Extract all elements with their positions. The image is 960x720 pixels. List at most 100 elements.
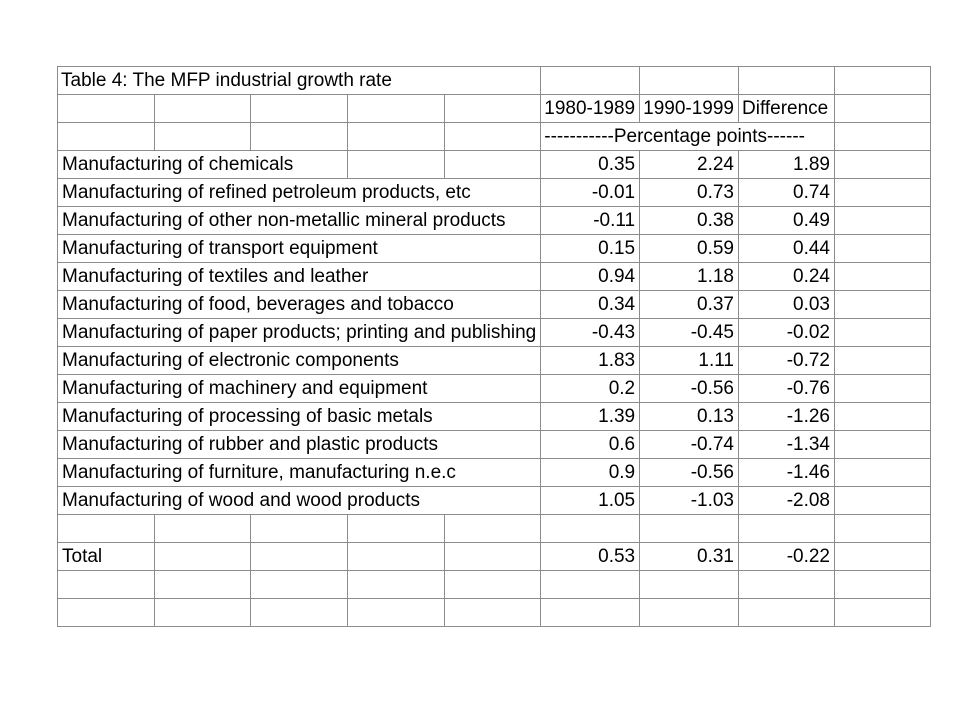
column-header-1990-1999[interactable]: 1990-1999 [639,94,739,123]
empty-cell[interactable] [834,290,931,319]
empty-cell[interactable] [834,542,931,571]
value-1980-1989[interactable]: 1.83 [540,346,641,375]
total-1980-1989[interactable]: 0.53 [540,542,641,571]
row-label[interactable]: Manufacturing of textiles and leather [56,262,542,291]
empty-cell[interactable] [834,374,931,403]
empty-cell[interactable] [250,514,348,543]
row-label[interactable]: Manufacturing of food, beverages and tob… [56,290,542,319]
empty-cell[interactable] [346,514,445,543]
value-1980-1989[interactable]: 0.15 [540,234,641,263]
empty-cell[interactable] [639,570,739,599]
unit-note[interactable]: -----------Percentage points------ [540,122,835,151]
value-1990-1999[interactable]: -0.45 [639,318,739,347]
empty-cell[interactable] [639,66,739,95]
value-1990-1999[interactable]: 0.37 [639,290,739,319]
empty-cell[interactable] [153,542,252,571]
value-1980-1989[interactable]: 0.9 [540,458,641,487]
table-title[interactable]: Table 4: The MFP industrial growth rate [56,66,542,95]
empty-cell[interactable] [443,542,542,571]
empty-cell[interactable] [153,94,252,123]
empty-cell[interactable] [443,514,542,543]
empty-cell[interactable] [834,402,931,431]
empty-cell[interactable] [834,430,931,459]
empty-cell[interactable] [834,122,931,151]
value-difference[interactable]: 0.24 [738,262,835,291]
empty-cell[interactable] [57,514,155,543]
row-label[interactable]: Manufacturing of furniture, manufacturin… [56,458,542,487]
row-label[interactable]: Manufacturing of wood and wood products [56,486,542,515]
empty-cell[interactable] [250,598,348,627]
value-difference[interactable]: -1.34 [738,430,835,459]
value-1990-1999[interactable]: 2.24 [639,150,739,179]
empty-cell[interactable] [834,94,931,123]
value-difference[interactable]: 0.44 [738,234,835,263]
empty-cell[interactable] [346,150,445,179]
empty-cell[interactable] [153,598,252,627]
empty-cell[interactable] [346,542,445,571]
empty-cell[interactable] [153,570,252,599]
empty-cell[interactable] [250,542,348,571]
empty-cell[interactable] [153,514,252,543]
value-difference[interactable]: -0.72 [738,346,835,375]
empty-cell[interactable] [834,66,931,95]
value-difference[interactable]: -1.26 [738,402,835,431]
empty-cell[interactable] [346,94,445,123]
value-1980-1989[interactable]: -0.11 [540,206,641,235]
empty-cell[interactable] [540,570,641,599]
empty-cell[interactable] [639,514,739,543]
value-1990-1999[interactable]: 0.38 [639,206,739,235]
value-1990-1999[interactable]: 0.73 [639,178,739,207]
empty-cell[interactable] [346,122,445,151]
empty-cell[interactable] [540,66,641,95]
empty-cell[interactable] [153,122,252,151]
empty-cell[interactable] [738,66,835,95]
value-1990-1999[interactable]: 0.13 [639,402,739,431]
value-difference[interactable]: -2.08 [738,486,835,515]
value-difference[interactable]: 0.74 [738,178,835,207]
empty-cell[interactable] [834,178,931,207]
empty-cell[interactable] [443,150,542,179]
row-label[interactable]: Manufacturing of electronic components [56,346,542,375]
value-1980-1989[interactable]: -0.01 [540,178,641,207]
value-1990-1999[interactable]: -0.56 [639,458,739,487]
empty-cell[interactable] [834,458,931,487]
empty-cell[interactable] [250,94,348,123]
row-label[interactable]: Manufacturing of transport equipment [56,234,542,263]
empty-cell[interactable] [57,598,155,627]
value-1990-1999[interactable]: -0.74 [639,430,739,459]
row-label[interactable]: Manufacturing of chemicals [57,150,348,179]
empty-cell[interactable] [834,486,931,515]
empty-cell[interactable] [738,598,835,627]
value-difference[interactable]: 0.49 [738,206,835,235]
value-1980-1989[interactable]: 0.2 [540,374,641,403]
value-1980-1989[interactable]: 0.6 [540,430,641,459]
empty-cell[interactable] [57,94,155,123]
empty-cell[interactable] [57,122,155,151]
value-1980-1989[interactable]: 0.35 [540,150,641,179]
empty-cell[interactable] [540,514,641,543]
empty-cell[interactable] [346,570,445,599]
value-1980-1989[interactable]: 1.05 [540,486,641,515]
empty-cell[interactable] [57,570,155,599]
empty-cell[interactable] [443,122,542,151]
row-label[interactable]: Manufacturing of refined petroleum produ… [56,178,542,207]
row-label[interactable]: Manufacturing of processing of basic met… [56,402,542,431]
value-difference[interactable]: -0.76 [738,374,835,403]
total-difference[interactable]: -0.22 [738,542,835,571]
empty-cell[interactable] [250,122,348,151]
value-1990-1999[interactable]: 1.11 [639,346,739,375]
empty-cell[interactable] [834,234,931,263]
empty-cell[interactable] [834,346,931,375]
value-1990-1999[interactable]: 1.18 [639,262,739,291]
row-label[interactable]: Manufacturing of other non-metallic mine… [56,206,542,235]
empty-cell[interactable] [443,94,542,123]
value-1980-1989[interactable]: 1.39 [540,402,641,431]
row-label[interactable]: Manufacturing of paper products; printin… [56,318,542,347]
total-1990-1999[interactable]: 0.31 [639,542,739,571]
total-label[interactable]: Total [57,542,155,571]
empty-cell[interactable] [834,318,931,347]
empty-cell[interactable] [834,262,931,291]
empty-cell[interactable] [834,514,931,543]
empty-cell[interactable] [834,150,931,179]
value-difference[interactable]: -1.46 [738,458,835,487]
